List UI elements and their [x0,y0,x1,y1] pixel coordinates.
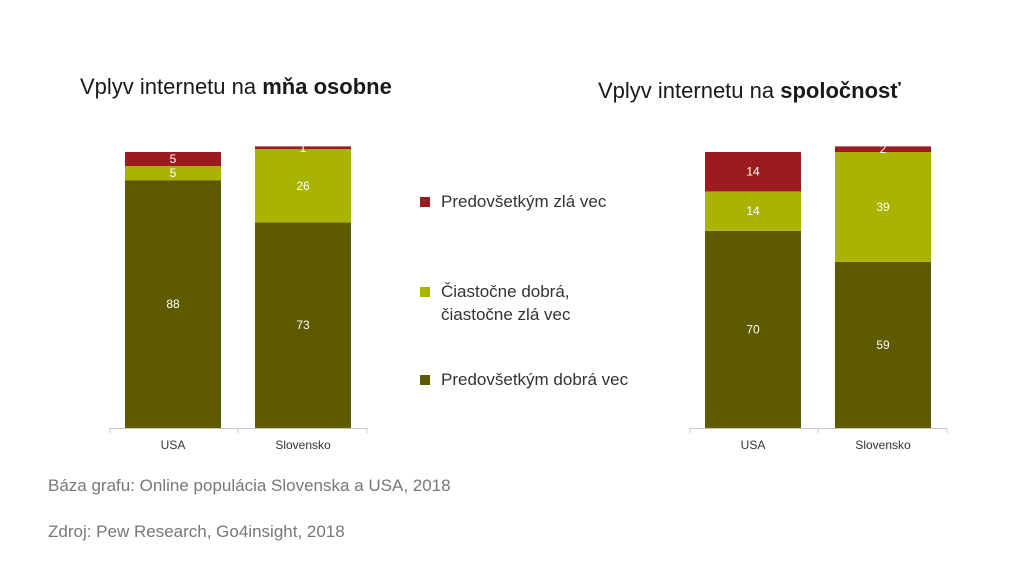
legend-label: Predovšetkým dobrá vec [441,370,629,389]
data-label: 39 [876,200,890,214]
data-label: 2 [880,142,887,156]
chart-title-plain: Vplyv internetu na [80,74,263,99]
data-label: 5 [170,152,177,166]
chart-title-bold: mňa osobne [262,74,392,99]
data-label: 5 [170,166,177,180]
data-label: 70 [746,322,760,336]
legend-item-bad: Predovšetkým zlá vec [420,190,606,213]
x-tick-label: Slovensko [275,438,331,452]
bar-segment-usa-1 [705,191,801,231]
chart-title-personal: Vplyv internetu na mňa osobne [80,74,392,100]
data-label: 88 [166,297,180,311]
data-label: 59 [876,338,890,352]
bar-segment-usa-0 [705,230,801,428]
x-tick-label: USA [741,438,766,452]
bar-segment-usa-2 [705,152,801,192]
x-tick-label: USA [161,438,186,452]
bar-segment-slovensko-2 [255,146,351,150]
footer-base-text: Báza grafu: Online populácia Slovenska a… [48,476,451,495]
x-tick-label: Slovensko [855,438,911,452]
legend-swatch-mixed [420,287,430,297]
data-label: 14 [746,204,760,218]
legend-item-good: Predovšetkým dobrá vec [420,368,628,391]
legend-label-line-1: Čiastočne dobrá, [441,282,570,301]
bar-segment-slovensko-1 [255,149,351,223]
bar-segment-usa-0 [125,180,221,428]
bar-segment-usa-2 [125,152,221,167]
legend-label: Predovšetkým zlá vec [441,192,607,211]
bar-segment-slovensko-1 [835,152,931,262]
legend-item-mixed: Čiastočne dobrá, čiastočne zlá vec [420,280,570,326]
legend-label-line-2: čiastočne zlá vec [441,305,571,324]
bar-segment-slovensko-0 [835,261,931,428]
legend-swatch-bad [420,197,430,207]
data-label: 1 [300,141,307,155]
chart-title-plain: Vplyv internetu na [598,78,781,103]
legend-swatch-good [420,375,430,385]
bar-segment-usa-1 [125,166,221,181]
bar-segment-slovensko-2 [835,146,931,152]
data-label: 14 [746,165,760,179]
bar-segment-slovensko-0 [255,222,351,428]
chart-title-bold: spoločnosť [780,78,901,103]
data-label: 26 [296,179,310,193]
chart-title-society: Vplyv internetu na spoločnosť [598,78,901,104]
data-label: 73 [296,318,310,332]
footer-source-text: Zdroj: Pew Research, Go4insight, 2018 [48,522,345,541]
